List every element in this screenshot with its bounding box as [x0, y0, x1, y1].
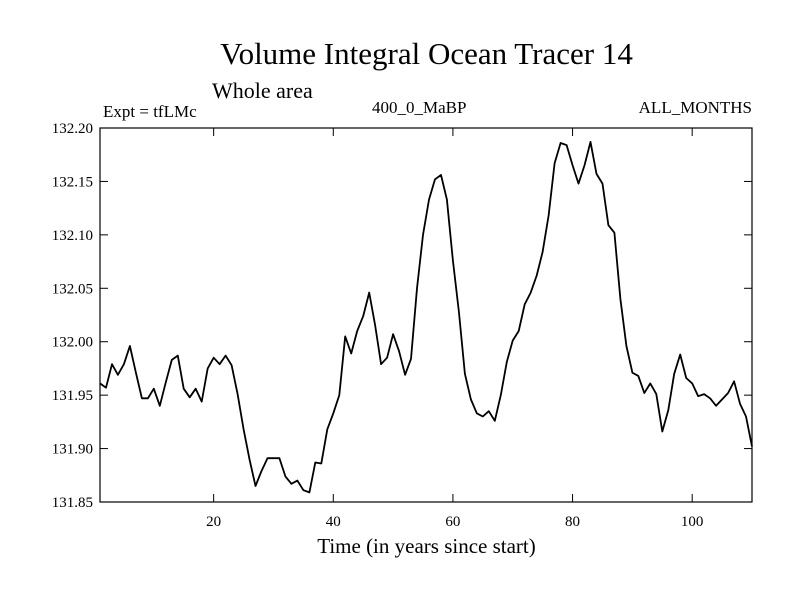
experiment-label: Expt = tfLMc [103, 102, 197, 121]
months-label: ALL_MONTHS [638, 98, 752, 117]
series-line [99, 140, 753, 494]
plot-frame [99, 127, 753, 503]
x-tick-label: 60 [445, 514, 460, 530]
y-tick-label: 132.00 [52, 335, 93, 351]
x-axis: 20 40 60 80 100 [206, 128, 703, 530]
x-tick-label: 80 [565, 514, 580, 530]
y-axis: 131.85 131.90 131.95 132.00 132.05 132.10 132.… [52, 121, 752, 511]
chart-title: Volume Integral Ocean Tracer 14 [220, 36, 633, 71]
y-tick-label: 131.90 [52, 442, 93, 458]
y-tick-label: 132.05 [52, 281, 93, 297]
y-tick-label: 132.20 [52, 121, 93, 137]
x-axis-label: Time (in years since start) [317, 534, 536, 558]
y-tick-label: 131.85 [52, 495, 93, 511]
y-tick-label: 132.15 [52, 174, 93, 190]
chart-subtitle: Whole area [212, 78, 313, 103]
x-tick-label: 40 [326, 514, 341, 530]
period-label: 400_0_MaBP [372, 98, 467, 117]
x-tick-label: 20 [206, 514, 221, 530]
y-tick-label: 132.10 [52, 228, 93, 244]
x-tick-label: 100 [681, 514, 704, 530]
y-tick-label: 131.95 [52, 388, 93, 404]
